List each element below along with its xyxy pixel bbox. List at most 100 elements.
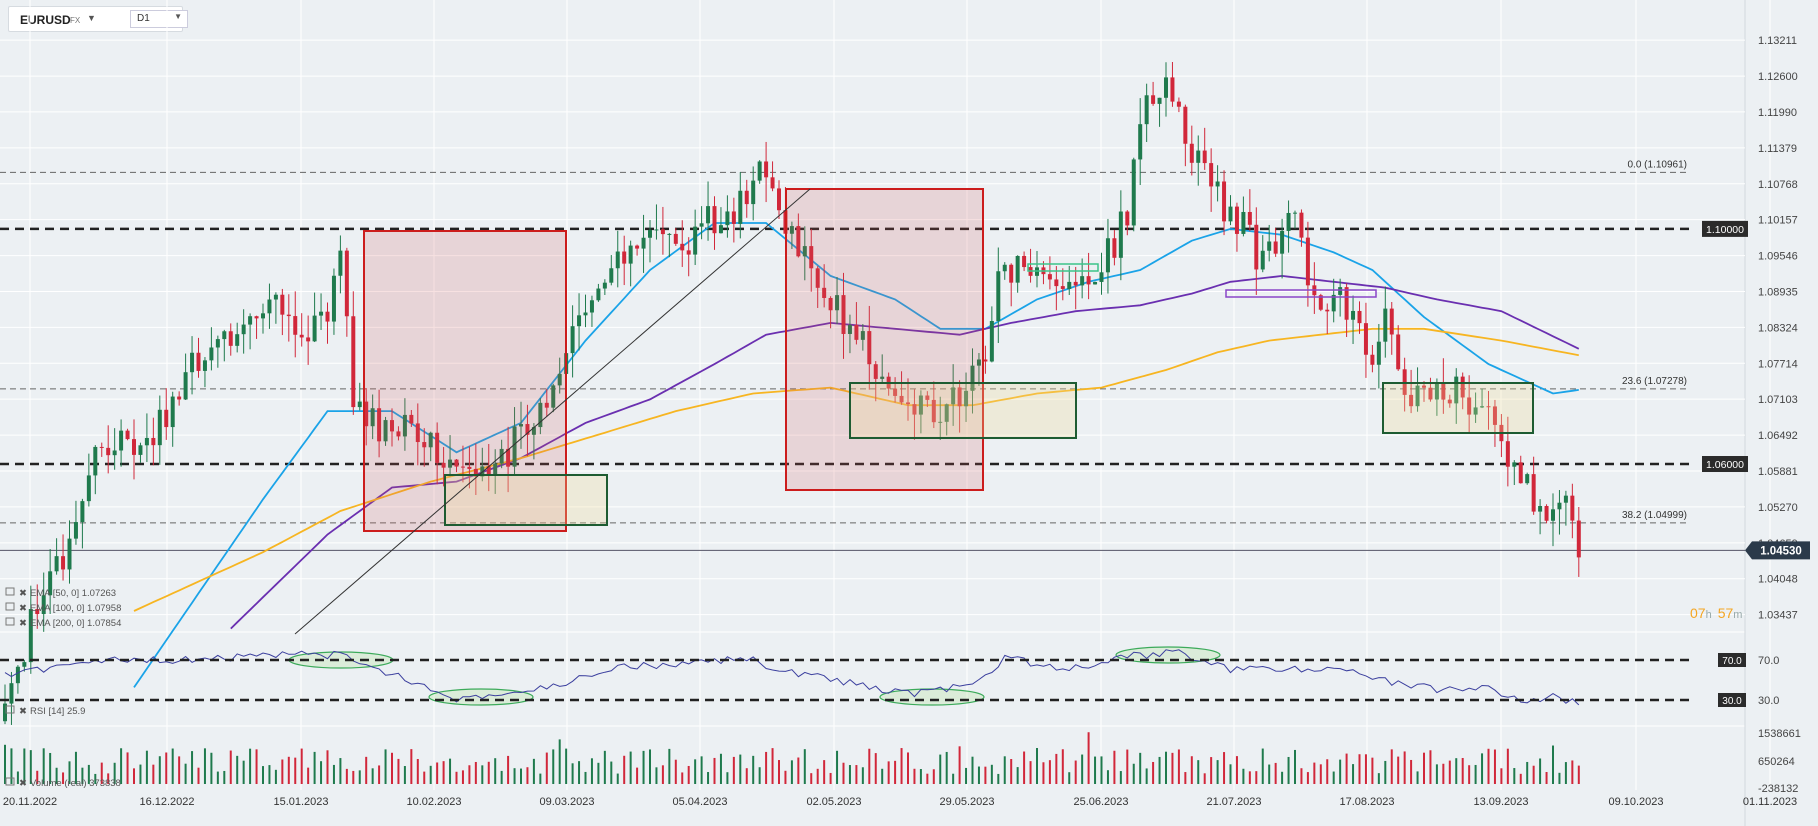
- volume-bar: [1235, 756, 1238, 784]
- volume-bar: [171, 748, 174, 784]
- candle-body: [377, 408, 382, 442]
- volume-bar: [191, 751, 194, 784]
- timeframe-value: D1: [137, 13, 150, 24]
- candle-body: [1164, 77, 1168, 98]
- volume-tick-label: -238132: [1758, 783, 1798, 795]
- candle-body: [570, 326, 575, 354]
- volume-bar: [1165, 751, 1167, 784]
- candle-body: [1357, 310, 1362, 324]
- candle-body: [1131, 159, 1136, 226]
- volume-bar: [1571, 760, 1574, 784]
- candle-body: [1473, 407, 1478, 415]
- volume-bar: [932, 769, 935, 784]
- date-tick-label: 20.11.2022: [3, 796, 57, 808]
- rsi-threshold-badge-label: 70.0: [1722, 656, 1742, 667]
- volume-bar: [10, 748, 13, 784]
- candle-body: [796, 226, 801, 257]
- volume-bar: [881, 768, 884, 784]
- candle-body: [228, 331, 233, 346]
- candle-body: [351, 316, 356, 408]
- candle-body: [777, 188, 781, 211]
- candle-body: [306, 337, 311, 342]
- candlestick-series: [3, 61, 1581, 725]
- volume-bar: [894, 760, 897, 784]
- candle-body: [299, 334, 304, 338]
- candle-body: [1260, 250, 1265, 270]
- volume-bar: [158, 756, 161, 784]
- volume-bar: [455, 771, 458, 784]
- rsi-tick-label: 30.0: [1758, 695, 1779, 707]
- legend-menu-icon: [5, 705, 15, 714]
- candle-body: [1299, 212, 1304, 238]
- volume-bar: [868, 748, 871, 784]
- candle-body: [80, 501, 85, 523]
- candle-body: [22, 662, 27, 667]
- candle-body: [1267, 241, 1272, 251]
- candle-body: [261, 313, 265, 319]
- volume-bar: [726, 772, 729, 784]
- price-tick-label: 1.12600: [1758, 71, 1798, 83]
- volume-bar: [1468, 765, 1471, 784]
- candle-body: [61, 556, 66, 570]
- volume-bar: [1016, 767, 1019, 784]
- drawing-annotations[interactable]: [288, 188, 1534, 706]
- candle-body: [35, 609, 40, 615]
- volume-bar: [1377, 773, 1380, 784]
- candle-body: [615, 251, 620, 269]
- candle-body: [1422, 385, 1426, 388]
- rsi-zone-ellipse: [879, 688, 985, 706]
- candle-body: [1338, 287, 1343, 295]
- candle-body: [1570, 495, 1575, 521]
- volume-bar: [926, 773, 929, 784]
- symbol-dropdown-icon[interactable]: ▼: [87, 13, 96, 23]
- candle-body: [144, 437, 149, 446]
- candle-body: [1273, 241, 1278, 254]
- candle-body: [183, 372, 188, 400]
- candle-body: [519, 424, 523, 427]
- candle-body: [41, 595, 46, 615]
- price-tick-label: 1.05270: [1758, 502, 1798, 514]
- volume-bar: [416, 758, 419, 784]
- candle-body: [673, 233, 678, 244]
- candle-body: [1105, 238, 1110, 273]
- candle-body: [467, 466, 472, 469]
- candle-body: [822, 287, 827, 298]
- candle-body: [1170, 77, 1175, 102]
- volume-bar: [784, 770, 787, 784]
- candle-body: [1370, 354, 1375, 365]
- legend-close-icon: ✖: [19, 706, 27, 717]
- volume-bar: [732, 756, 735, 784]
- timeframe-select[interactable]: D1 ▼: [130, 10, 188, 28]
- candle-body: [1247, 211, 1252, 225]
- candle-body: [1396, 334, 1401, 370]
- candle-body: [557, 373, 562, 386]
- candle-body: [1125, 211, 1130, 226]
- candle-body: [951, 387, 956, 405]
- volume-bar: [352, 770, 355, 784]
- volume-bar: [1106, 770, 1109, 784]
- volume-bar: [861, 767, 864, 784]
- volume-legend-label: Volume (real) 373838: [30, 778, 121, 789]
- candle-body: [1434, 382, 1439, 400]
- volume-bar: [610, 761, 613, 784]
- symbol-name[interactable]: EURUSD: [20, 13, 71, 27]
- rsi-zone-ellipse: [428, 688, 534, 706]
- volume-bar: [997, 773, 1000, 784]
- zone-rectangle-green: [1382, 382, 1534, 434]
- volume-bar: [423, 771, 426, 784]
- candle-body: [448, 459, 453, 468]
- volume-bar: [803, 749, 806, 784]
- candle-body: [473, 468, 478, 477]
- volume-bar: [474, 761, 477, 784]
- volume-bar: [397, 758, 400, 784]
- volume-bar: [1003, 756, 1006, 784]
- candle-body: [215, 339, 220, 348]
- volume-bar: [900, 748, 903, 784]
- volume-bar: [1519, 773, 1522, 784]
- legend-menu-icon: [5, 777, 15, 786]
- volume-bar: [558, 739, 561, 784]
- indicator-legends: ✖ EMA [50, 0] 1.07263✖ EMA [100, 0] 1.0795…: [5, 587, 121, 789]
- volume-bar: [145, 750, 148, 784]
- candle-body: [654, 229, 659, 231]
